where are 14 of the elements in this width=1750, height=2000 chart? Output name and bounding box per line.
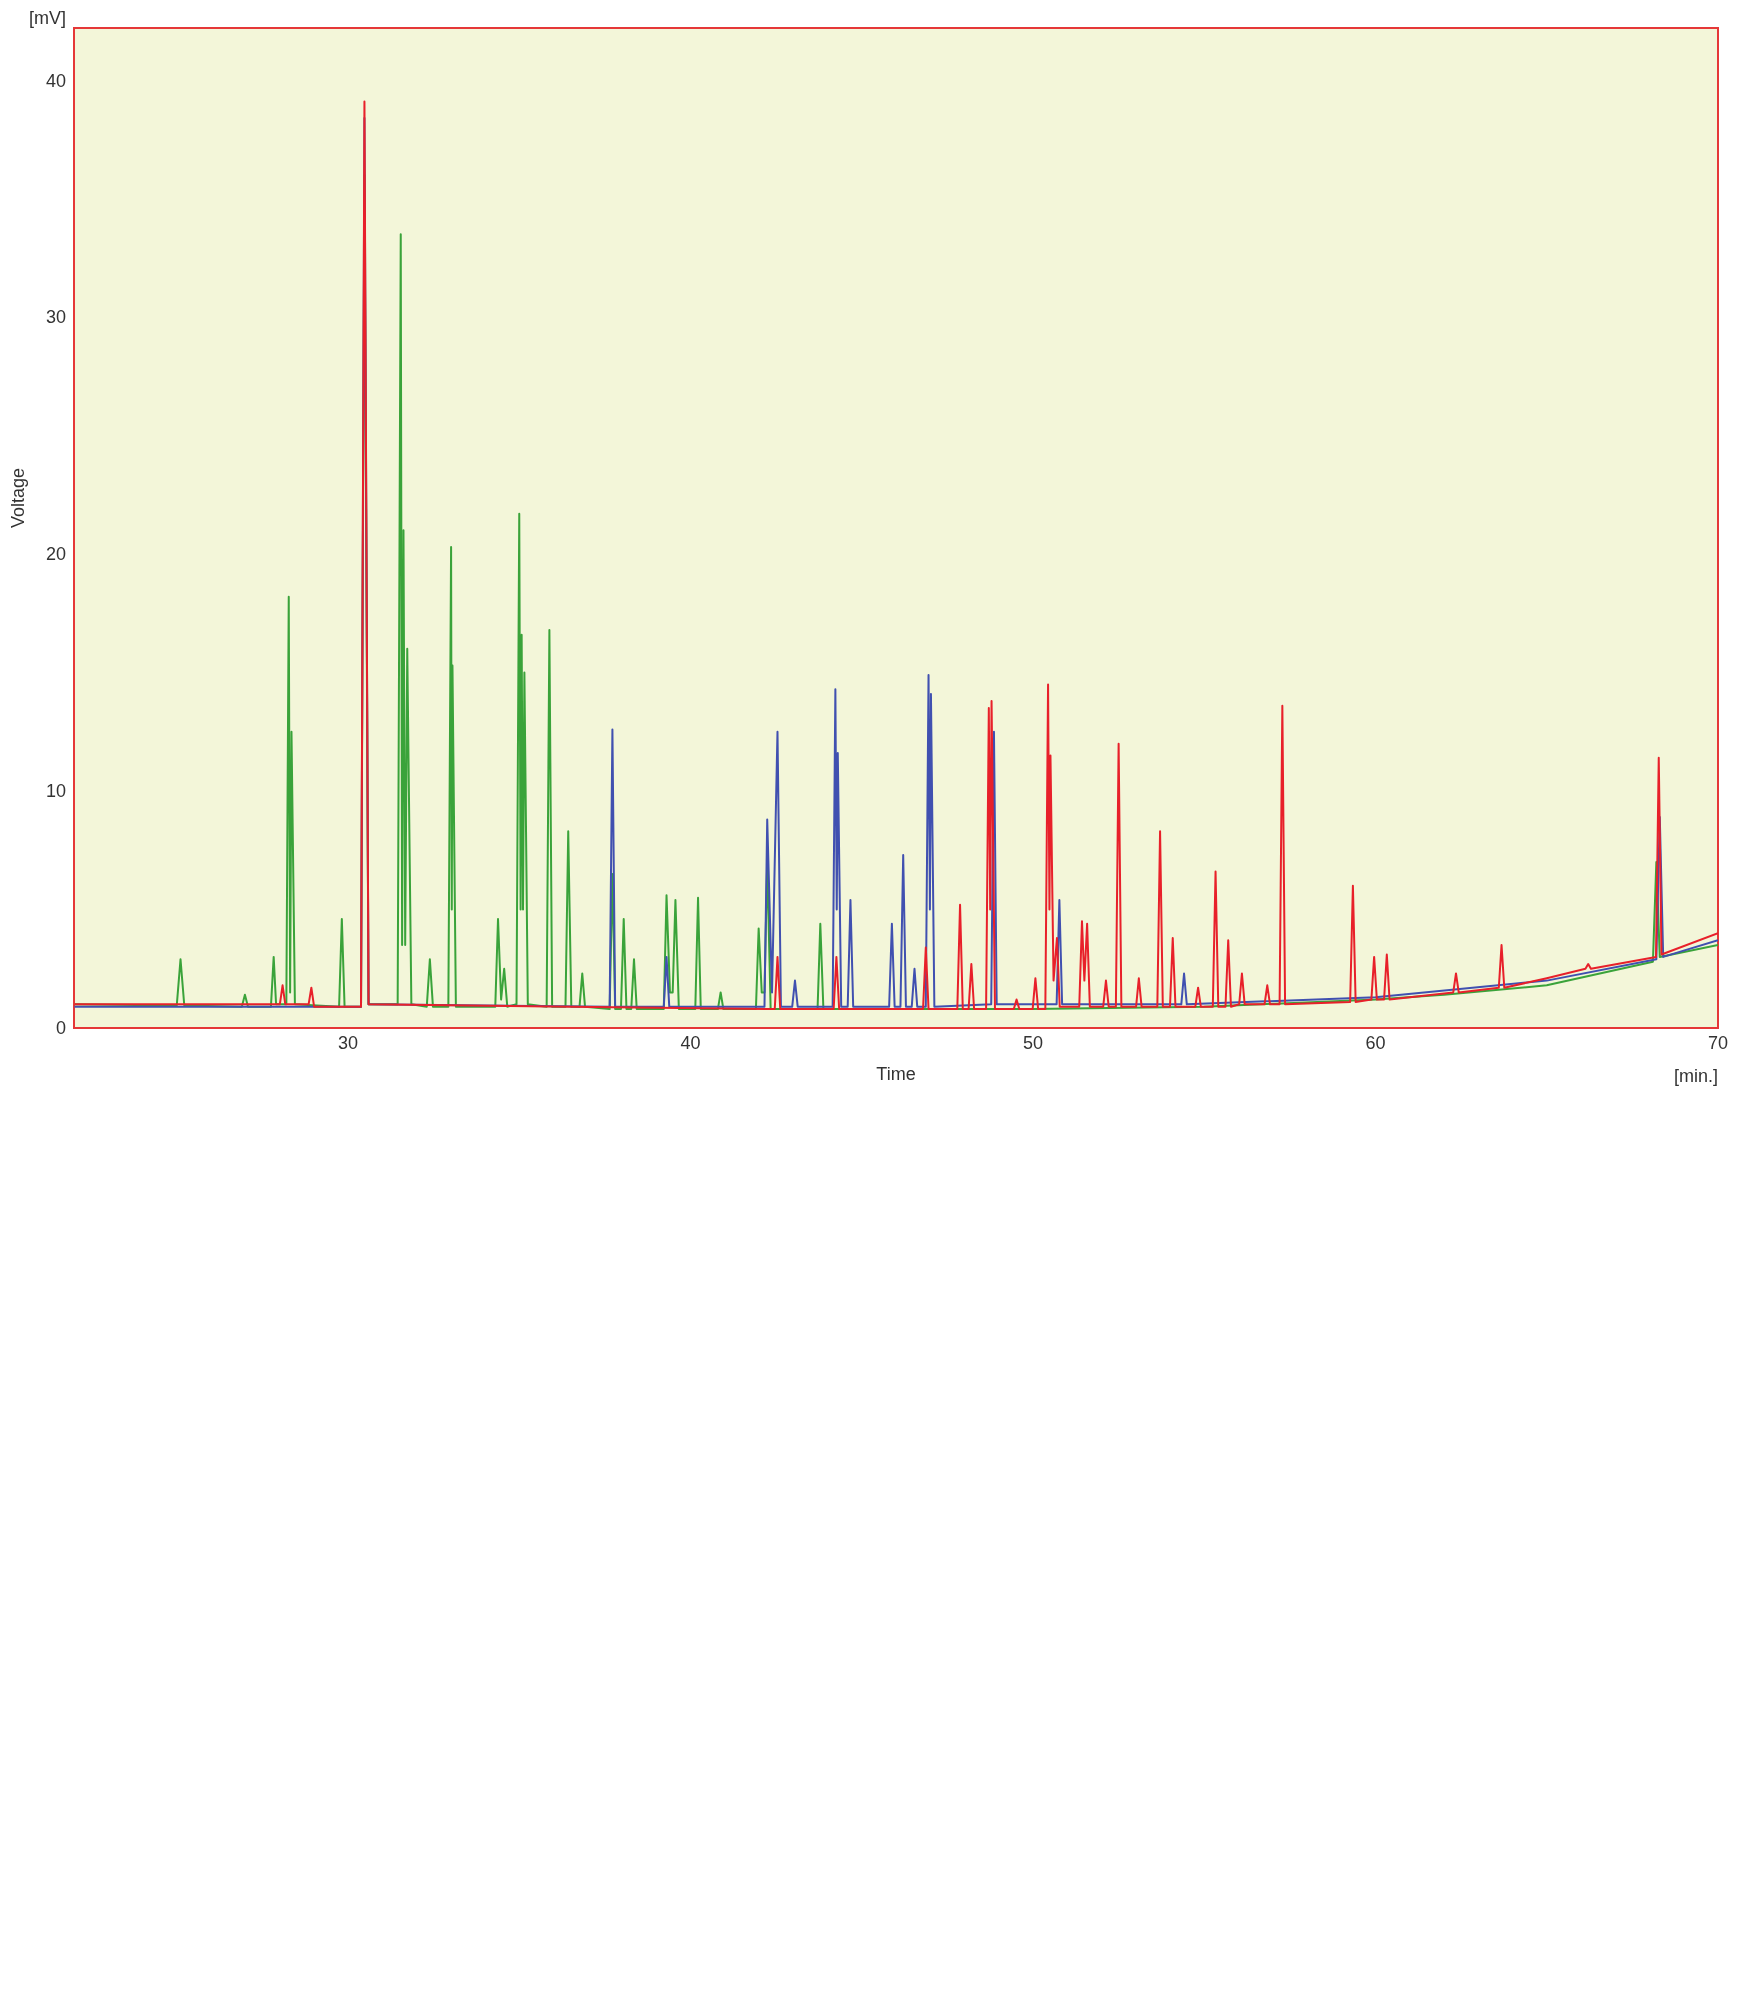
x-tick-label: 60 — [1365, 1032, 1386, 1053]
text: [min.] — [1673, 1066, 1718, 1086]
text: [mV] — [28, 8, 66, 28]
y-tick-label: 10 — [45, 781, 66, 802]
y-axis-title: Voltage — [8, 467, 29, 528]
x-tick-label: 50 — [1022, 1032, 1044, 1053]
x-tick-label: 40 — [680, 1032, 701, 1053]
y-tick-label: 0 — [55, 1018, 66, 1039]
x-tick-label: 70 — [1707, 1032, 1729, 1053]
y-tick-label: 20 — [45, 544, 66, 565]
x-tick-label: 30 — [337, 1032, 359, 1053]
x-axis-title: Time — [876, 1064, 916, 1084]
y-tick-label: 30 — [45, 307, 66, 328]
y-tick-label: 40 — [45, 70, 66, 91]
